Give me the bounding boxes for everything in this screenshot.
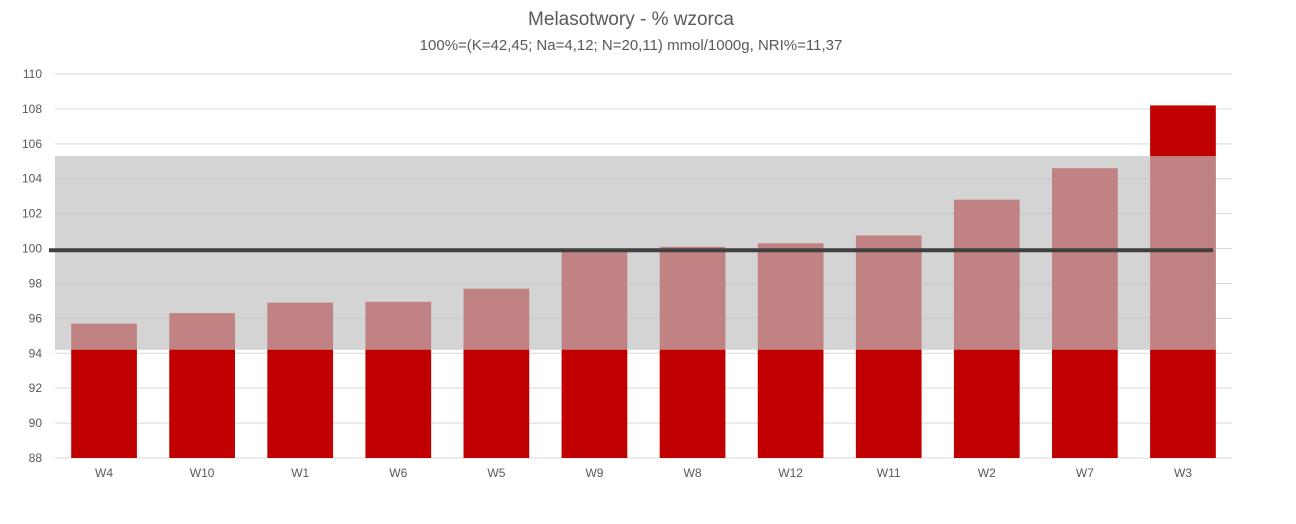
x-tick-label: W7: [1076, 466, 1094, 480]
y-tick-label: 88: [29, 451, 43, 465]
x-tick-label: W10: [190, 466, 215, 480]
y-tick-label: 100: [22, 242, 42, 256]
x-tick-label: W6: [389, 466, 407, 480]
y-tick-label: 94: [29, 346, 43, 360]
x-tick-label: W9: [585, 466, 603, 480]
x-tick-label: W1: [291, 466, 309, 480]
x-tick-label: W4: [95, 466, 113, 480]
chart-title: Melasotwory - % wzorca: [528, 9, 734, 30]
y-tick-label: 102: [22, 207, 42, 221]
x-axis: W4 W10 W1 W6 W5 W9 W8 W12 W11 W2 W7 W3: [95, 466, 1192, 480]
y-tick-label: 110: [23, 67, 42, 81]
x-tick-label: W8: [684, 466, 702, 480]
x-tick-label: W11: [877, 466, 901, 480]
y-tick-label: 96: [29, 311, 43, 325]
y-tick-label: 108: [22, 102, 42, 116]
y-tick-label: 98: [29, 276, 43, 290]
y-tick-label: 104: [22, 172, 42, 186]
y-tick-label: 106: [22, 137, 42, 151]
x-tick-label: W12: [778, 466, 803, 480]
tolerance-band: [55, 156, 1216, 350]
tolerance-band-layer: [55, 156, 1216, 350]
x-tick-label: W5: [487, 466, 505, 480]
y-axis: 88 90 92 94 96 98 100 102 104 106 108 110: [22, 67, 42, 465]
chart-subtitle: 100%=(K=42,45; Na=4,12; N=20,11) mmol/10…: [419, 37, 843, 54]
x-tick-label: W2: [978, 466, 996, 480]
x-tick-label: W3: [1174, 466, 1192, 480]
y-tick-label: 92: [29, 381, 43, 395]
y-tick-label: 90: [29, 416, 43, 430]
